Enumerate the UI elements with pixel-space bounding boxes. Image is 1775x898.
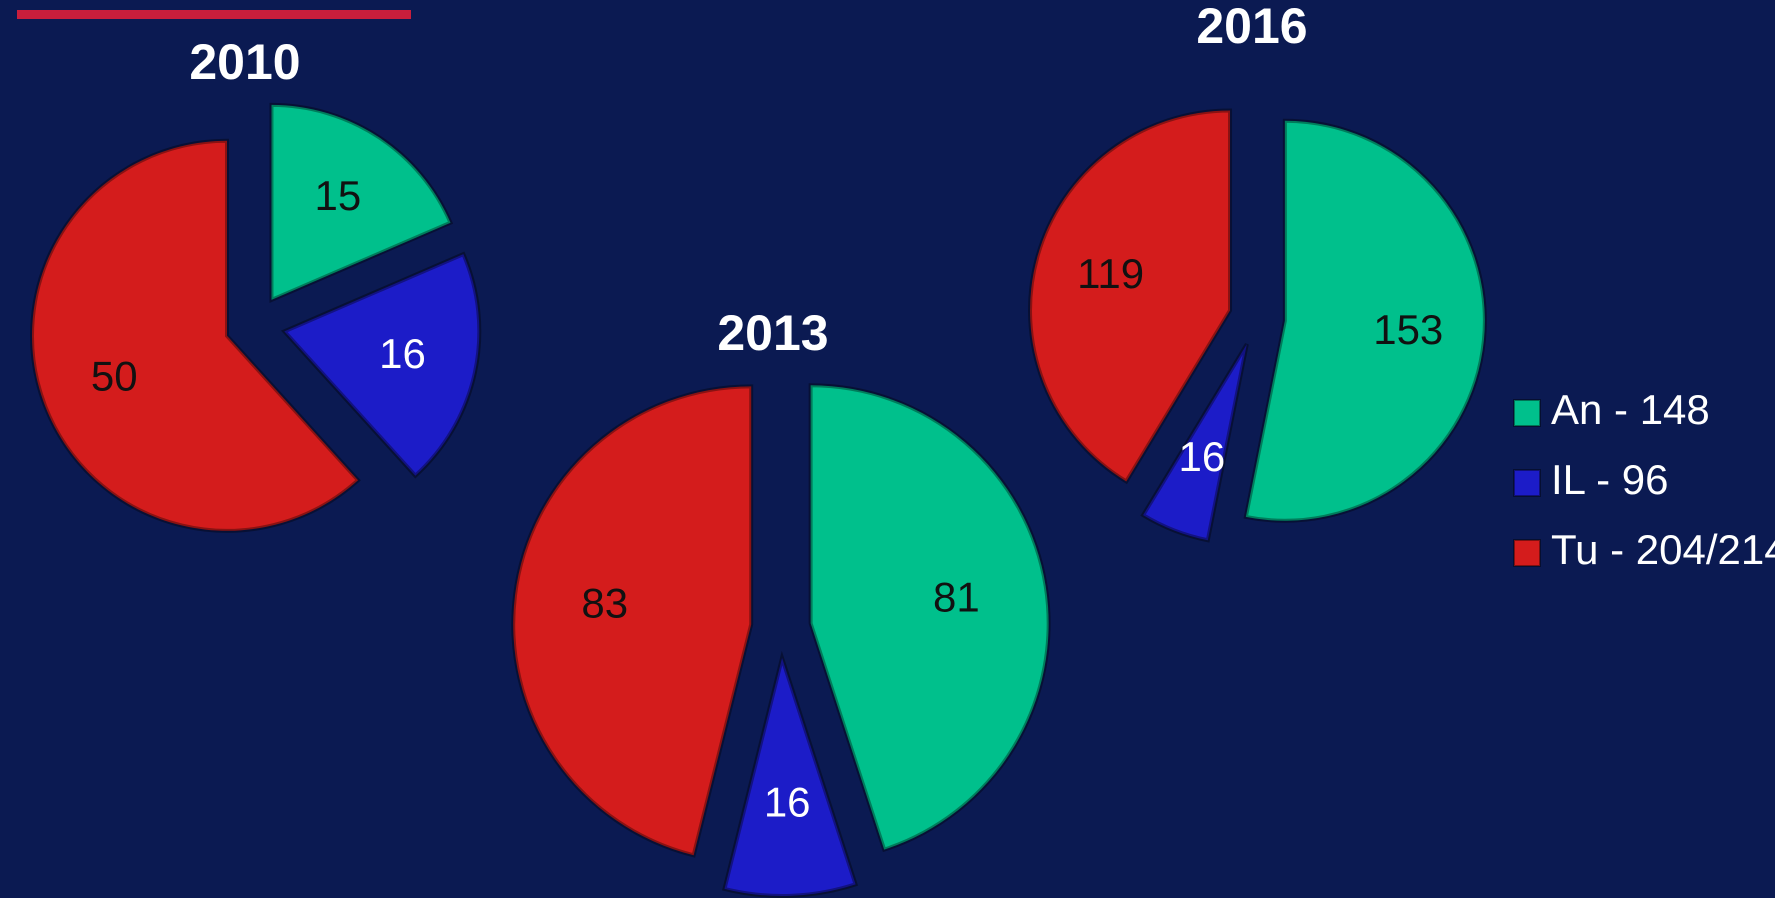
- legend-swatch: [1513, 539, 1541, 567]
- decor-line: [17, 10, 411, 19]
- legend-label: Tu - 204/214: [1551, 526, 1775, 573]
- data-label: 16: [1179, 433, 1226, 480]
- pie-slice: [808, 383, 1051, 853]
- data-label: 83: [581, 579, 628, 626]
- data-label: 50: [91, 352, 138, 399]
- legend-swatch: [1513, 399, 1541, 427]
- data-label: 16: [379, 330, 426, 377]
- data-label: 15: [315, 172, 362, 219]
- data-label: 153: [1373, 306, 1443, 353]
- legend-label: An - 148: [1551, 386, 1710, 433]
- pie-title: 2010: [189, 34, 300, 90]
- pie-slice: [280, 251, 482, 479]
- data-label: 16: [764, 779, 811, 826]
- legend-swatch: [1513, 469, 1541, 497]
- pie-slice: [722, 650, 859, 898]
- pie-slice: [1028, 108, 1233, 485]
- pie-slice: [1243, 118, 1487, 523]
- data-label: 81: [933, 573, 980, 620]
- pie-title: 2013: [717, 305, 828, 361]
- pie-slice: [511, 384, 754, 858]
- pie-slice: [30, 138, 361, 533]
- pie-title: 2016: [1196, 0, 1307, 54]
- legend-label: IL - 96: [1551, 456, 1669, 503]
- pie-slice: [1140, 343, 1249, 543]
- data-label: 119: [1077, 250, 1144, 297]
- pie-slice: [269, 102, 454, 303]
